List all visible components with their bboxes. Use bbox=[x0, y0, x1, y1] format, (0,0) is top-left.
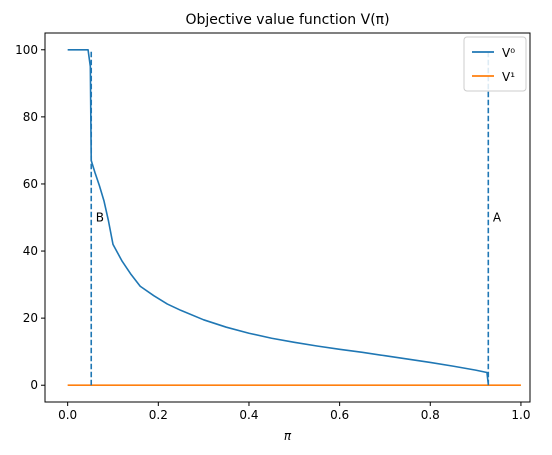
plot-lines bbox=[67, 48, 521, 387]
x-axis-label: π bbox=[284, 429, 292, 443]
y-tick-label: 100 bbox=[15, 43, 38, 57]
x-tick-label: 0.0 bbox=[58, 408, 77, 422]
y-ticks: 0 20 40 60 80 100 bbox=[15, 43, 45, 392]
legend: V⁰ V¹ bbox=[463, 36, 527, 92]
y-tick-label: 40 bbox=[23, 244, 38, 258]
x-ticks: 0.0 0.2 0.4 0.6 0.8 1.0 bbox=[58, 402, 530, 422]
reference-lines bbox=[90, 49, 490, 386]
series-line-0 bbox=[67, 48, 490, 385]
y-tick-label: 0 bbox=[30, 378, 38, 392]
legend-box bbox=[463, 36, 527, 92]
y-tick-label: 20 bbox=[23, 311, 38, 325]
legend-label-0: V⁰ bbox=[502, 46, 515, 60]
chart-title: Objective value function V(π) bbox=[185, 12, 389, 28]
y-tick-label: 80 bbox=[23, 110, 38, 124]
x-tick-label: 0.2 bbox=[149, 408, 168, 422]
annotation-b: B bbox=[96, 211, 104, 225]
legend-label-1: V¹ bbox=[502, 70, 515, 84]
x-tick-label: 0.6 bbox=[330, 408, 349, 422]
annotation-a: A bbox=[493, 211, 502, 225]
x-tick-label: 0.8 bbox=[421, 408, 440, 422]
y-tick-label: 60 bbox=[23, 177, 38, 191]
x-tick-label: 1.0 bbox=[511, 408, 530, 422]
x-tick-label: 0.4 bbox=[239, 408, 258, 422]
legend-items: V⁰ V¹ bbox=[472, 46, 515, 84]
axes-frame bbox=[44, 32, 531, 403]
